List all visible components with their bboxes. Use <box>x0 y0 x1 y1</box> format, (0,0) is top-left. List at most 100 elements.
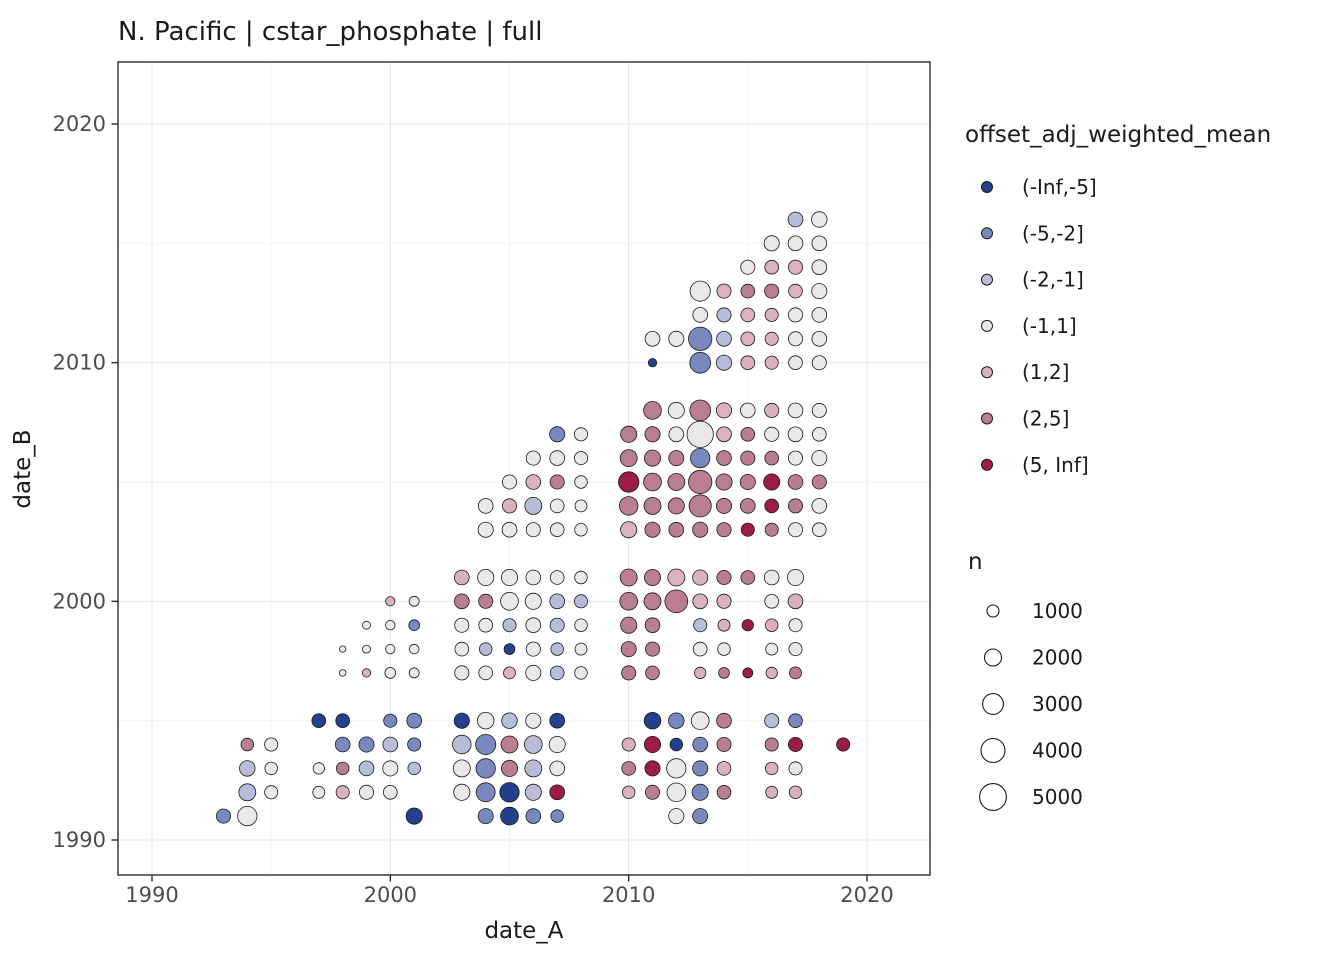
data-point <box>574 475 588 489</box>
data-point <box>690 447 711 469</box>
size-legend-swatch <box>982 693 1004 715</box>
data-point <box>716 593 732 609</box>
data-point <box>644 736 662 754</box>
color-legend-label: (-5,-2] <box>1022 221 1084 245</box>
size-legend-label: 3000 <box>1032 692 1083 716</box>
data-point <box>453 593 470 610</box>
data-point <box>811 259 828 276</box>
data-point <box>574 618 588 632</box>
data-point <box>716 712 732 729</box>
data-point <box>358 784 374 800</box>
data-point <box>503 643 516 655</box>
data-point <box>644 617 661 633</box>
data-point <box>644 760 661 777</box>
data-point <box>620 521 638 539</box>
data-point <box>811 498 828 514</box>
data-point <box>716 450 732 466</box>
data-point <box>525 808 542 824</box>
data-point <box>788 283 803 299</box>
data-point <box>694 666 707 680</box>
data-point <box>549 784 565 801</box>
data-point <box>836 737 851 752</box>
data-point <box>619 568 638 587</box>
color-legend-label: (2,5] <box>1022 407 1069 431</box>
data-point <box>788 618 803 633</box>
data-point <box>765 666 778 680</box>
data-point <box>574 666 588 680</box>
data-point <box>501 474 517 490</box>
data-point <box>549 426 566 443</box>
data-point <box>453 783 471 801</box>
color-legend-swatch <box>981 412 993 425</box>
data-point <box>453 569 470 586</box>
data-point <box>788 450 804 466</box>
data-point <box>787 402 804 419</box>
data-point <box>716 330 732 347</box>
data-point <box>716 402 733 419</box>
data-point <box>644 449 662 467</box>
data-point <box>644 521 661 538</box>
data-point <box>358 736 375 753</box>
data-point <box>643 496 662 515</box>
data-point <box>500 591 519 611</box>
data-point <box>382 760 399 777</box>
data-point <box>740 522 755 537</box>
data-point <box>764 737 779 752</box>
data-point <box>405 807 423 825</box>
data-point <box>787 593 804 610</box>
data-point <box>740 259 756 275</box>
data-point <box>669 737 684 752</box>
data-point <box>644 426 661 443</box>
data-point <box>264 761 278 776</box>
data-point <box>643 712 662 730</box>
data-point <box>385 596 396 607</box>
data-point <box>692 808 709 825</box>
data-point <box>525 641 541 657</box>
data-point <box>740 331 756 347</box>
data-point <box>549 665 565 681</box>
data-point <box>525 450 541 466</box>
data-point <box>787 211 804 228</box>
data-point <box>764 259 779 275</box>
data-point <box>335 713 351 728</box>
data-point <box>549 593 565 610</box>
data-point <box>787 235 804 252</box>
data-point <box>548 736 566 754</box>
size-legend-swatch <box>979 783 1007 811</box>
data-point <box>477 521 494 538</box>
data-point <box>764 450 779 466</box>
data-point <box>764 402 780 418</box>
data-point <box>788 331 804 347</box>
data-point <box>525 474 542 490</box>
data-point <box>688 326 713 351</box>
color-legend-title: offset_adj_weighted_mean <box>965 122 1271 148</box>
data-point <box>382 784 398 800</box>
data-point <box>668 330 685 347</box>
data-point <box>692 307 708 323</box>
data-point <box>406 712 423 729</box>
data-point <box>667 568 686 587</box>
data-point <box>718 667 730 679</box>
data-point <box>477 569 495 587</box>
data-point <box>764 593 779 609</box>
y-tick-label: 1990 <box>53 828 106 852</box>
data-point <box>525 569 542 586</box>
data-point <box>716 426 732 443</box>
data-point <box>716 307 732 323</box>
color-legend-swatch <box>981 273 993 286</box>
data-point <box>549 760 565 777</box>
data-point <box>811 474 827 490</box>
data-point <box>688 469 713 495</box>
data-point <box>621 665 637 681</box>
data-point <box>475 782 496 803</box>
data-point <box>788 259 804 275</box>
data-point <box>339 669 347 677</box>
panel-background <box>118 62 930 875</box>
data-point <box>668 521 685 538</box>
data-point <box>788 737 804 753</box>
data-point <box>524 783 542 801</box>
data-point <box>788 785 803 800</box>
size-legend: n 1000 2000 3000 4000 5000 <box>968 549 1083 811</box>
